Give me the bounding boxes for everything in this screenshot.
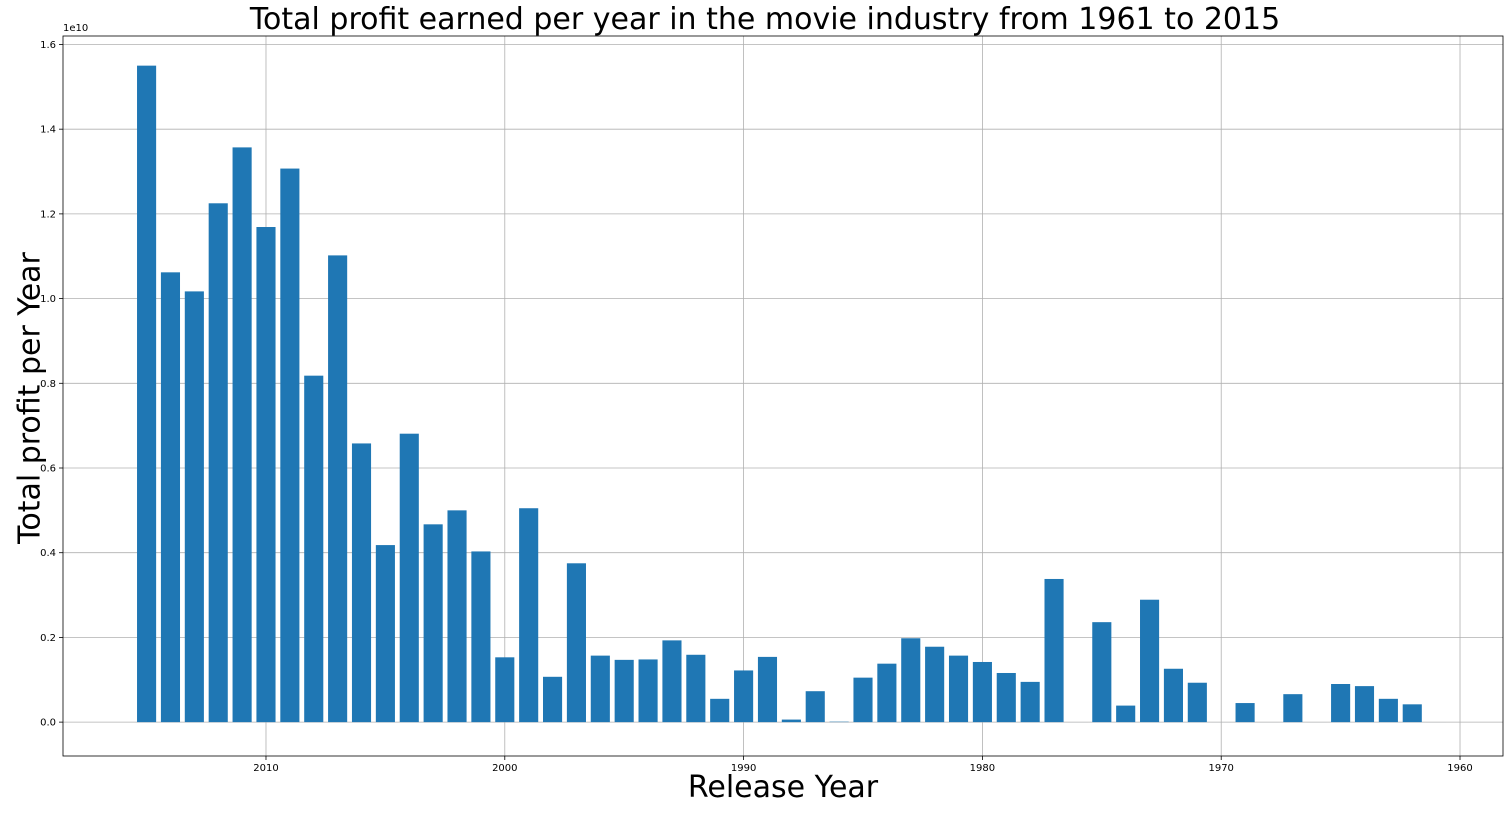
bar-2008 <box>304 375 324 723</box>
bar-1983 <box>901 638 921 723</box>
bar-2013 <box>184 291 204 723</box>
x-tick-label: 2000 <box>492 763 517 774</box>
y-tick-label: 1.0 <box>40 294 56 305</box>
bar-2015 <box>137 65 157 723</box>
bar-1996 <box>590 655 610 723</box>
bar-1963 <box>1378 698 1398 723</box>
bar-2012 <box>208 203 228 723</box>
bar-1992 <box>686 654 706 723</box>
bar-2007 <box>328 255 348 723</box>
bar-1985 <box>853 677 873 723</box>
y-axis-exponent: 1e10 <box>63 23 89 34</box>
x-tick-label: 2010 <box>253 763 278 774</box>
y-tick-label: 1.6 <box>40 40 56 51</box>
y-tick-label: 0.0 <box>40 718 56 729</box>
bar-2004 <box>399 433 419 723</box>
bar-1975 <box>1092 622 1112 723</box>
bar-1984 <box>877 663 897 723</box>
y-tick-label: 0.4 <box>40 548 56 559</box>
bar-1978 <box>1020 681 1040 723</box>
y-tick-label: 1.4 <box>40 125 56 136</box>
y-tick-label: 0.8 <box>40 379 56 390</box>
bar-1969 <box>1235 703 1255 723</box>
x-tick-label: 1960 <box>1447 763 1472 774</box>
bar-2010 <box>256 227 276 723</box>
bar-1987 <box>805 691 825 723</box>
bar-1982 <box>925 646 945 723</box>
bar-2000 <box>495 657 515 723</box>
bar-1980 <box>972 661 992 723</box>
bar-2005 <box>375 545 395 723</box>
bar-1977 <box>1044 578 1064 723</box>
bar-2001 <box>471 551 491 723</box>
grid <box>63 36 1503 756</box>
bar-1994 <box>638 659 658 723</box>
bar-1997 <box>566 563 586 723</box>
bar-1989 <box>757 656 778 723</box>
bars <box>137 65 1446 723</box>
bar-1988 <box>781 719 801 723</box>
bar-1973 <box>1140 599 1160 723</box>
bar-2011 <box>232 147 252 723</box>
bar-1999 <box>519 508 539 723</box>
y-tick-label: 0.2 <box>40 633 56 644</box>
bar-1995 <box>614 659 634 723</box>
bar-1967 <box>1283 694 1303 723</box>
bar-2003 <box>423 524 443 723</box>
bar-1998 <box>543 676 563 723</box>
bar-1964 <box>1354 686 1375 723</box>
bar-2009 <box>280 168 300 723</box>
plot-frame <box>62 35 1504 757</box>
bar-1981 <box>948 655 969 723</box>
x-tick-label: 1980 <box>970 763 995 774</box>
x-tick-label: 1990 <box>731 763 756 774</box>
x-tick-label: 1970 <box>1208 763 1233 774</box>
bar-1972 <box>1163 668 1183 723</box>
bar-1990 <box>734 670 754 723</box>
bar-1965 <box>1331 684 1351 723</box>
bar-1974 <box>1116 705 1136 723</box>
y-tick-label: 0.6 <box>40 464 56 475</box>
bar-1979 <box>996 672 1016 723</box>
y-tick-label: 1.2 <box>40 209 56 220</box>
bar-1962 <box>1402 704 1422 723</box>
bar-2002 <box>447 510 467 723</box>
x-axis-label: Release Year <box>687 770 879 805</box>
bar-2014 <box>160 272 181 723</box>
bar-2006 <box>351 443 372 723</box>
chart-title: Total profit earned per year in the movi… <box>249 2 1281 37</box>
bar-1993 <box>662 640 682 723</box>
axes: 0.0 0.2 0.4 0.6 0.8 1.0 1.2 1.4 1.6 2010 2000 1990 1… <box>40 35 1504 774</box>
bar-1991 <box>710 698 730 723</box>
bar-1971 <box>1187 682 1207 723</box>
